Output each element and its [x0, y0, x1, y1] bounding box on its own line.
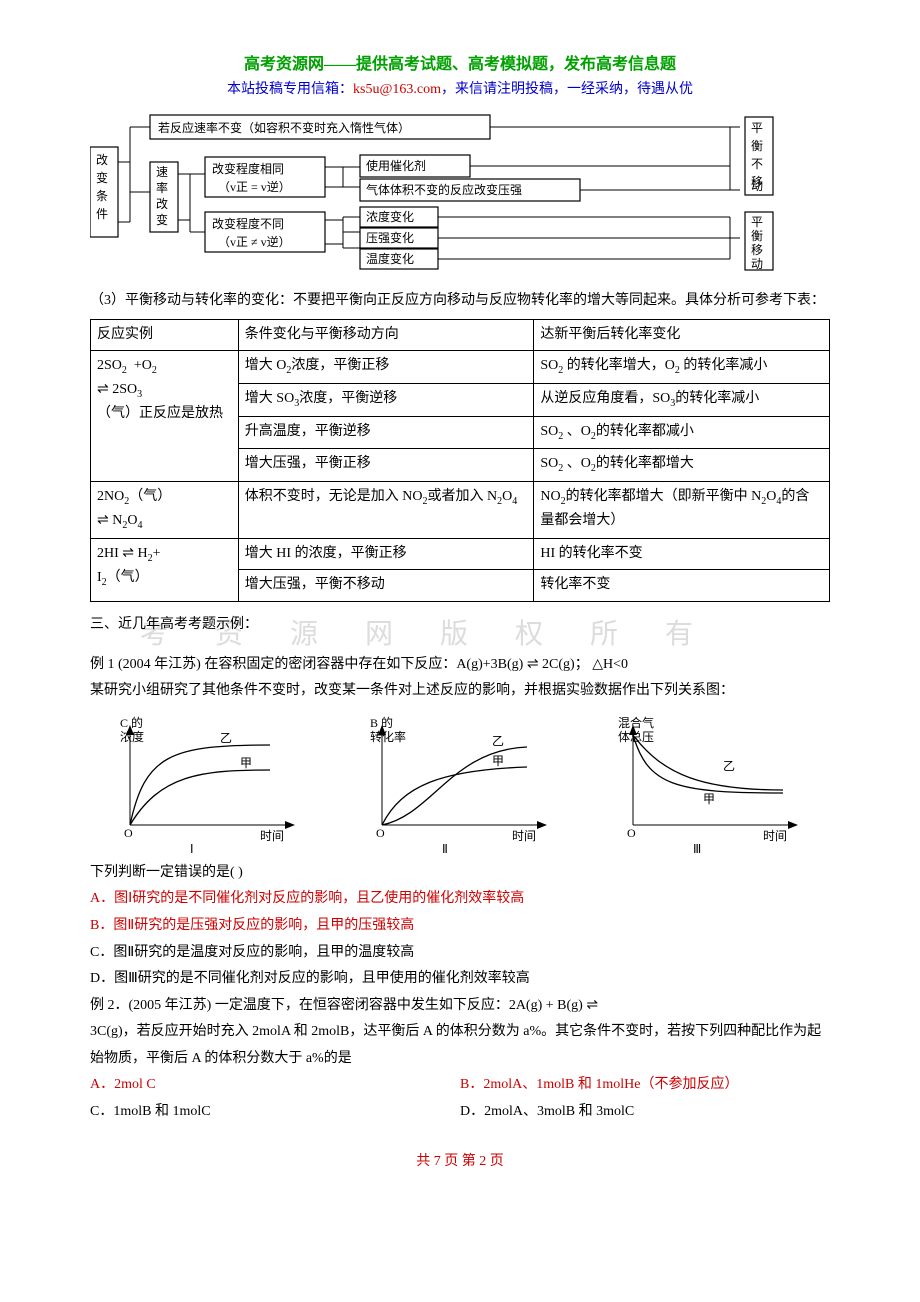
ex2-optC: C．1molB 和 1molC — [90, 1099, 460, 1126]
svg-text:乙: 乙 — [723, 759, 735, 773]
header-email: ks5u@163.com — [353, 82, 441, 97]
r7c2: 增大压强，平衡不移动 — [238, 570, 534, 601]
svg-text:改: 改 — [96, 153, 108, 167]
svg-text:不: 不 — [751, 157, 763, 171]
svg-text:改变程度相同: 改变程度相同 — [212, 161, 284, 176]
svg-text:乙: 乙 — [492, 734, 504, 748]
svg-text:浓度变化: 浓度变化 — [366, 209, 414, 224]
r5c3: NO2的转化率都增大（即新平衡中 N2O4的含量都会增大） — [534, 482, 830, 539]
svg-text:压强变化: 压强变化 — [366, 230, 414, 245]
svg-text:甲: 甲 — [703, 792, 715, 806]
svg-text:乙: 乙 — [220, 731, 232, 745]
th-1: 反应实例 — [91, 319, 239, 350]
ex1-optC: C．图Ⅱ研究的是温度对反应的影响，且甲的温度较高 — [90, 940, 830, 967]
svg-text:使用催化剂: 使用催化剂 — [366, 158, 426, 173]
svg-text:甲: 甲 — [492, 754, 504, 768]
svg-text:时间: 时间 — [512, 829, 536, 843]
svg-text:若反应速率不变（如容积不变时充入惰性气体）: 若反应速率不变（如容积不变时充入惰性气体） — [158, 120, 410, 135]
r2c2: 增大 SO3浓度，平衡逆移 — [238, 383, 534, 416]
svg-text:O: O — [376, 826, 385, 840]
svg-text:条: 条 — [96, 189, 108, 203]
ex1-optB: B．图Ⅱ研究的是压强对反应的影响，且甲的压强较高 — [90, 913, 830, 940]
ex2-title: 例 2．(2005 年江苏) 一定温度下，在恒容密闭容器中发生如下反应：2A(g… — [90, 993, 830, 1020]
svg-text:气体体积不变的反应改变压强: 气体体积不变的反应改变压强 — [366, 182, 522, 197]
header-suffix: ，来信请注明投稿，一经采纳，待遇从优 — [441, 82, 693, 97]
ex1-optA: A．图Ⅰ研究的是不同催化剂对反应的影响，且乙使用的催化剂效率较高 — [90, 886, 830, 913]
svg-text:件: 件 — [96, 207, 108, 221]
th-2: 条件变化与平衡移动方向 — [238, 319, 534, 350]
ex1-judge: 下列判断一定错误的是( ) — [90, 860, 830, 887]
svg-text:混合气: 混合气 — [618, 715, 654, 730]
svg-text:时间: 时间 — [763, 829, 787, 843]
svg-text:改变程度不同: 改变程度不同 — [212, 216, 284, 231]
r1c3: SO2 的转化率增大，O2 的转化率减小 — [534, 350, 830, 383]
svg-text:平: 平 — [751, 215, 763, 229]
page-footer: 共 7 页 第 2 页 — [90, 1150, 830, 1170]
section-3-title: 三、近几年高考考题示例： — [90, 612, 830, 639]
r3c3: SO2 、O2的转化率都减小 — [534, 416, 830, 449]
svg-text:平: 平 — [751, 121, 763, 135]
svg-text:体总压: 体总压 — [618, 730, 654, 744]
paragraph-3: （3）平衡移动与转化率的变化：不要把平衡向正反应方向移动与反应物转化率的增大等同… — [90, 288, 830, 315]
th-3: 达新平衡后转化率变化 — [534, 319, 830, 350]
ex2-p2: 3C(g)，若反应开始时充入 2molA 和 2molB，达平衡后 A 的体积分… — [90, 1019, 830, 1072]
chart-1: C 的 浓度 O 时间 乙 甲 Ⅰ — [90, 715, 327, 860]
conversion-table: 反应实例 条件变化与平衡移动方向 达新平衡后转化率变化 2SO2 +O2⇌ 2S… — [90, 319, 830, 602]
svg-text:动: 动 — [751, 257, 763, 271]
ex1-title: 例 1 (2004 年江苏) 在容积固定的密闭容器中存在如下反应：A(g)+3B… — [90, 652, 830, 679]
svg-text:C 的: C 的 — [120, 715, 143, 730]
svg-text:衡: 衡 — [751, 139, 763, 153]
r2c3: 从逆反应角度看，SO3的转化率减小 — [534, 383, 830, 416]
svg-text:转化率: 转化率 — [370, 729, 406, 744]
page-header-sub: 本站投稿专用信箱：ks5u@163.com，来信请注明投稿，一经采纳，待遇从优 — [90, 78, 830, 98]
r4c2: 增大压强，平衡正移 — [238, 449, 534, 482]
svg-text:Ⅱ: Ⅱ — [442, 842, 448, 855]
r6c1: 2HI ⇌ H2+I2（气） — [91, 538, 239, 601]
ex1-optD: D．图Ⅲ研究的是不同催化剂对反应的影响，且甲使用的催化剂效率较高 — [90, 966, 830, 993]
svg-text:速: 速 — [156, 165, 168, 179]
svg-text:（v正 = v逆）: （v正 = v逆） — [218, 179, 291, 194]
svg-text:衡: 衡 — [751, 229, 763, 243]
ex2-optD: D．2molA、3molB 和 3molC — [460, 1099, 830, 1126]
chart-2: B 的 转化率 O 时间 乙 甲 Ⅱ — [342, 715, 579, 860]
r5c2: 体积不变时，无论是加入 NO2或者加入 N2O4 — [238, 482, 534, 539]
flowchart-diagram: 改 变 条 件 若反应速率不变（如容积不变时充入惰性气体） 速 率 改 变 — [90, 112, 830, 272]
r7c3: 转化率不变 — [534, 570, 830, 601]
charts-row: C 的 浓度 O 时间 乙 甲 Ⅰ B 的 转化率 — [90, 715, 830, 860]
svg-text:改: 改 — [156, 197, 168, 211]
ex2-optA: A．2mol C — [90, 1072, 460, 1099]
r3c2: 升高温度，平衡逆移 — [238, 416, 534, 449]
chart-3: 混合气 体总压 O 时间 乙 甲 Ⅲ — [593, 715, 830, 860]
svg-text:温度变化: 温度变化 — [366, 251, 414, 266]
ex1-p2: 某研究小组研究了其他条件不变时，改变某一条件对上述反应的影响，并根据实验数据作出… — [90, 678, 830, 705]
svg-text:变: 变 — [96, 170, 108, 185]
svg-text:动: 动 — [751, 179, 763, 193]
r1c2: 增大 O2浓度，平衡正移 — [238, 350, 534, 383]
svg-text:Ⅰ: Ⅰ — [190, 842, 194, 855]
svg-text:时间: 时间 — [260, 829, 284, 843]
r6c3: HI 的转化率不变 — [534, 538, 830, 569]
ex2-optB: B．2molA、1molB 和 1molHe（不参加反应） — [460, 1072, 830, 1099]
r6c2: 增大 HI 的浓度，平衡正移 — [238, 538, 534, 569]
r4c3: SO2 、O2的转化率都增大 — [534, 449, 830, 482]
r5c1: 2NO2（气）⇌ N2O4 — [91, 482, 239, 539]
page-header-title: 高考资源网——提供高考试题、高考模拟题，发布高考信息题 — [90, 50, 830, 74]
svg-text:率: 率 — [156, 180, 168, 195]
svg-text:甲: 甲 — [240, 756, 252, 770]
svg-text:O: O — [627, 826, 636, 840]
svg-text:移: 移 — [751, 243, 763, 257]
svg-text:O: O — [124, 826, 133, 840]
r1c1: 2SO2 +O2⇌ 2SO3（气）正反应是放热 — [91, 350, 239, 481]
svg-text:（v正 ≠ v逆）: （v正 ≠ v逆） — [218, 234, 291, 249]
svg-text:Ⅲ: Ⅲ — [693, 842, 701, 855]
svg-text:变: 变 — [156, 212, 168, 227]
header-prefix: 本站投稿专用信箱： — [227, 82, 353, 97]
